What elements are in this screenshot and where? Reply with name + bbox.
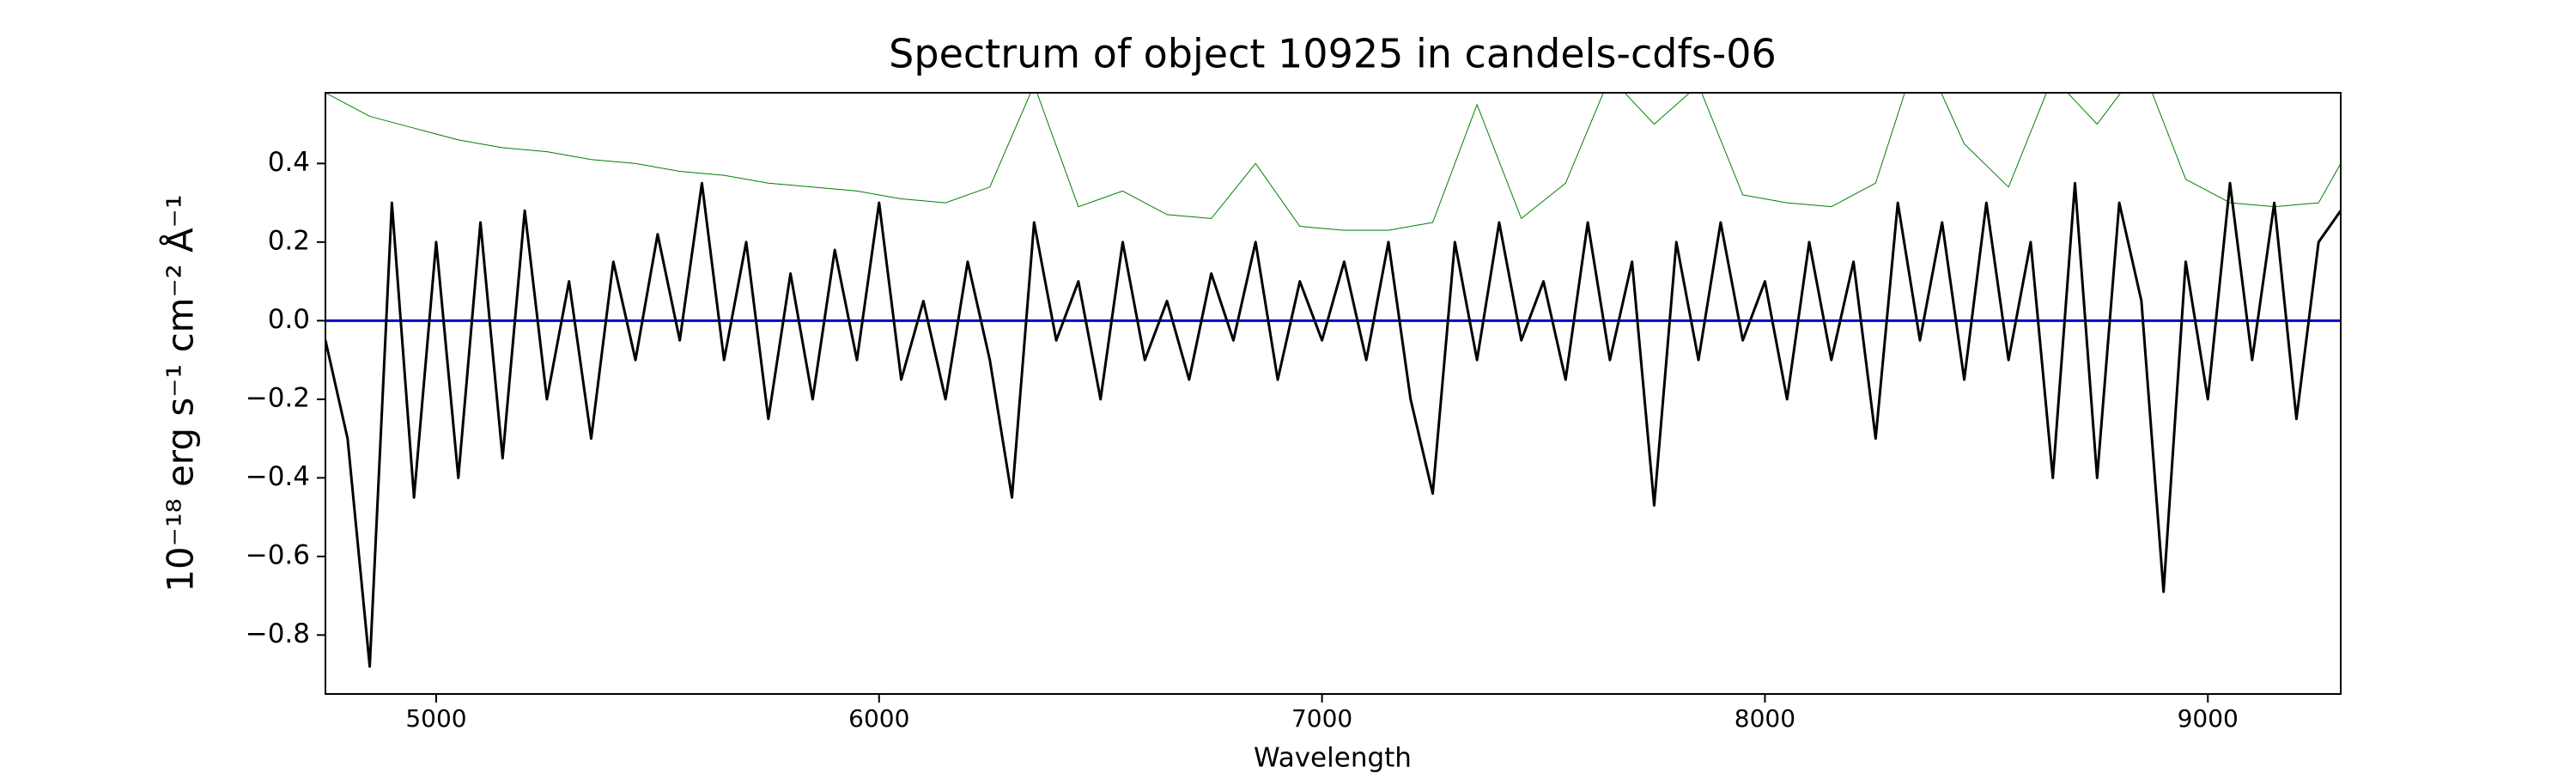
y-tick-label: −0.8 xyxy=(246,618,310,649)
x-axis-label: Wavelength xyxy=(1254,743,1412,773)
axes-frame xyxy=(325,92,2342,695)
y-tick-label: 0.4 xyxy=(268,147,310,178)
plot-area xyxy=(325,93,2341,668)
x-tick-label: 5000 xyxy=(405,704,466,733)
x-tick-label: 7000 xyxy=(1291,704,1352,733)
y-tick-label: 0.2 xyxy=(268,225,310,256)
y-tick-label: −0.4 xyxy=(246,461,310,492)
x-tick-label: 9000 xyxy=(2178,704,2239,733)
y-tick-label: −0.6 xyxy=(246,539,310,570)
y-tick-label: −0.2 xyxy=(246,382,310,413)
y-axis-label: 10⁻¹⁸ erg s⁻¹ cm⁻² Å⁻¹ xyxy=(159,194,202,592)
y-tick-label: 0.0 xyxy=(268,304,310,335)
spectrum-line xyxy=(325,181,2341,668)
x-tick-label: 8000 xyxy=(1735,704,1795,733)
spectrum-line xyxy=(325,93,2341,231)
chart-title: Spectrum of object 10925 in candels-cdfs… xyxy=(889,31,1777,77)
x-tick-label: 6000 xyxy=(848,704,909,733)
